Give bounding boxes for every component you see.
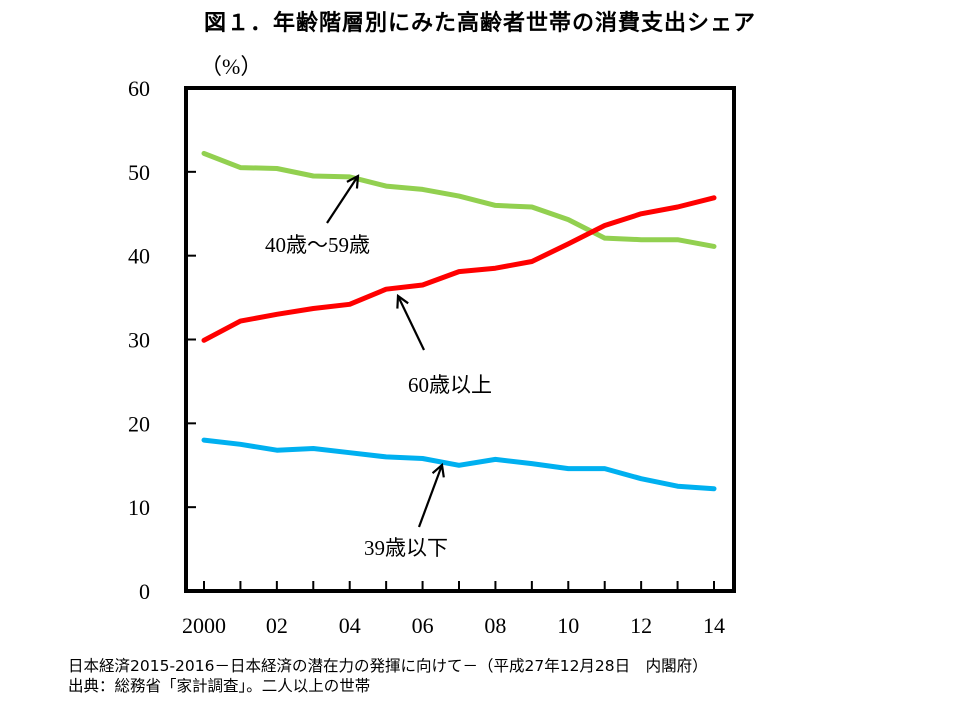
- x-tick-label: 04: [339, 613, 361, 638]
- y-tick-label: 10: [128, 495, 150, 520]
- arrow-40-59: [326, 176, 358, 224]
- x-tick-label: 2000: [182, 613, 226, 638]
- y-tick-label: 60: [128, 76, 150, 101]
- series-label-60-plus: 60歳以上: [408, 373, 492, 397]
- arrow-60-plus: [398, 296, 425, 351]
- series-label-40-59: 40歳～59歳: [265, 233, 370, 257]
- x-tick-label: 06: [412, 613, 434, 638]
- arrow-39-under: [417, 465, 442, 528]
- y-axis-unit-label: （%）: [200, 54, 262, 79]
- series-line-1: [201, 195, 717, 343]
- footer-data-source: 出典：総務省「家計調査」。二人以上の世帯: [68, 677, 371, 695]
- x-tick-label: 14: [703, 613, 725, 638]
- x-tick-label: 02: [266, 613, 288, 638]
- chart-title: 図１．年齢階層別にみた高齢者世帯の消費支出シェア: [203, 11, 756, 36]
- footer-source-line: 日本経済2015-2016－日本経済の潜在力の発揮に向けて－（平成27年12月2…: [68, 657, 708, 675]
- footer: 日本経済2015-2016－日本経済の潜在力の発揮に向けて－（平成27年12月2…: [68, 656, 708, 696]
- y-tick-label: 0: [139, 579, 150, 604]
- y-tick-label: 20: [128, 411, 150, 436]
- series-line-0: [201, 150, 717, 249]
- y-tick-label: 40: [128, 244, 150, 269]
- y-tick-label: 30: [128, 328, 150, 353]
- x-tick-label: 12: [630, 613, 652, 638]
- x-tick-label: 08: [484, 613, 506, 638]
- series-label-39-under: 39歳以下: [364, 536, 448, 560]
- y-tick-label: 50: [128, 160, 150, 185]
- plot-frame: [184, 86, 736, 593]
- x-tick-label: 10: [557, 613, 579, 638]
- series-line-2: [201, 437, 717, 492]
